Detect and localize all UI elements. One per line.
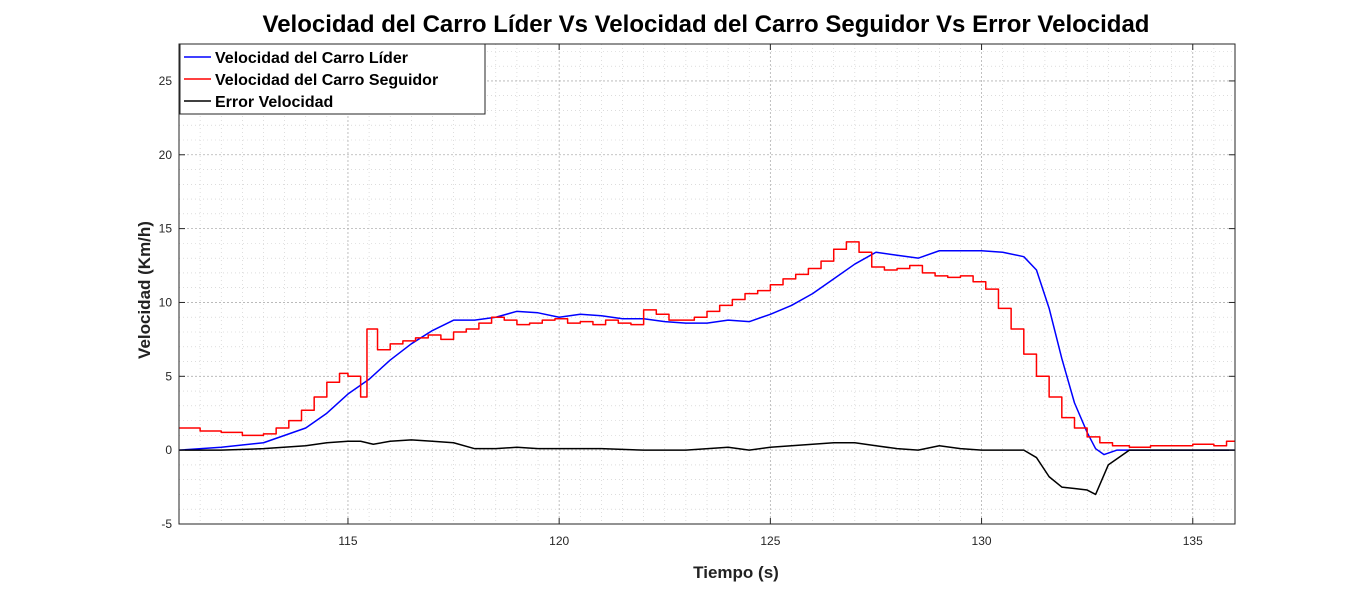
series-layer: [179, 241, 1235, 496]
x-axis-label: Tiempo (s): [693, 563, 779, 582]
chart-title: Velocidad del Carro Líder Vs Velocidad d…: [263, 11, 1150, 38]
y-tick-label: 5: [165, 369, 172, 383]
x-tick-label: 120: [549, 534, 569, 548]
x-tick-label: 115: [338, 534, 357, 548]
legend-label-seguidor: Velocidad del Carro Seguidor: [215, 72, 438, 89]
y-tick-label: 20: [159, 148, 173, 162]
y-axis-label: Velocidad (Km/h): [135, 221, 154, 359]
plot-border: [178, 43, 1236, 525]
series-line-lider: [179, 250, 1235, 456]
legend: Velocidad del Carro Líder Velocidad del …: [179, 43, 486, 115]
y-axis-ticks: -5 0 5 10 15 20 25: [159, 74, 1235, 531]
y-tick-label: 25: [159, 74, 173, 88]
legend-label-lider: Velocidad del Carro Líder: [215, 50, 408, 67]
x-tick-label: 125: [760, 534, 780, 548]
x-axis-ticks: 115 120 125 130 135: [338, 44, 1203, 548]
legend-box: [179, 43, 486, 115]
y-tick-label: -5: [161, 517, 172, 531]
minor-grid: [178, 44, 1236, 524]
x-tick-label: 135: [1183, 534, 1203, 548]
y-tick-label: 0: [165, 443, 172, 457]
y-tick-label: 15: [159, 222, 173, 236]
x-tick-label: 130: [972, 534, 992, 548]
legend-label-error: Error Velocidad: [215, 94, 333, 111]
series-line-seguidor: [179, 241, 1235, 448]
y-tick-label: 10: [159, 295, 173, 309]
series-line-error: [179, 439, 1235, 496]
